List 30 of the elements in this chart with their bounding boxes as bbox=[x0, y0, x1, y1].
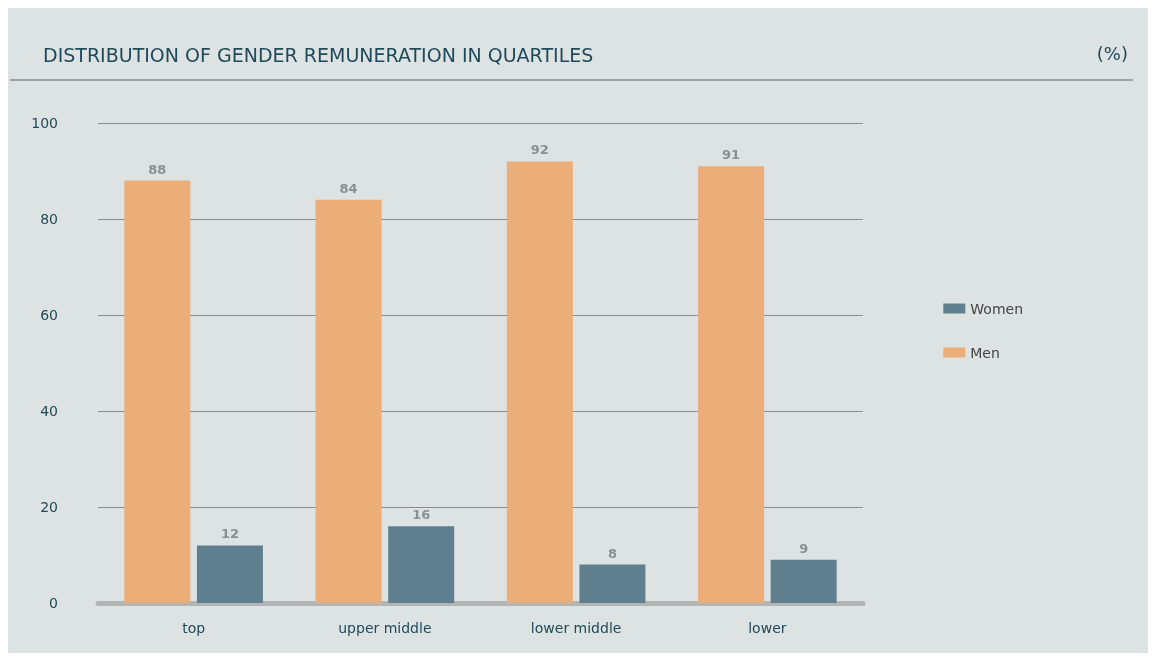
legend-label: Men bbox=[970, 344, 1000, 361]
bar bbox=[770, 559, 837, 603]
bar bbox=[698, 166, 765, 603]
chart-title: DISTRIBUTION OF GENDER REMUNERATION IN QUARTILES bbox=[43, 43, 594, 66]
data-label: 8 bbox=[607, 545, 617, 561]
bar bbox=[124, 180, 191, 603]
data-label: 88 bbox=[148, 161, 167, 177]
data-label: 16 bbox=[412, 507, 431, 523]
y-tick-label: 60 bbox=[40, 307, 58, 323]
legend-label: Women bbox=[970, 300, 1024, 317]
data-label: 12 bbox=[220, 526, 239, 542]
bar bbox=[388, 526, 455, 603]
y-tick-label: 20 bbox=[40, 499, 58, 515]
bar bbox=[315, 199, 382, 603]
y-tick-label: 0 bbox=[49, 595, 58, 611]
data-label: 84 bbox=[339, 180, 358, 196]
data-label: 92 bbox=[530, 142, 549, 158]
bar bbox=[579, 564, 646, 603]
x-tick-label: upper middle bbox=[338, 620, 432, 636]
bar bbox=[196, 545, 263, 603]
text: (%) bbox=[1096, 42, 1129, 64]
data-label: 91 bbox=[722, 147, 741, 163]
x-tick-label: lower middle bbox=[530, 620, 622, 636]
y-tick-label: 80 bbox=[40, 211, 58, 227]
x-tick-label: top bbox=[182, 620, 206, 636]
y-tick-label: 40 bbox=[40, 403, 58, 419]
y-tick-label: 100 bbox=[31, 115, 58, 131]
data-label: 9 bbox=[799, 540, 809, 556]
bar bbox=[506, 161, 573, 603]
x-tick-label: lower bbox=[748, 620, 787, 636]
